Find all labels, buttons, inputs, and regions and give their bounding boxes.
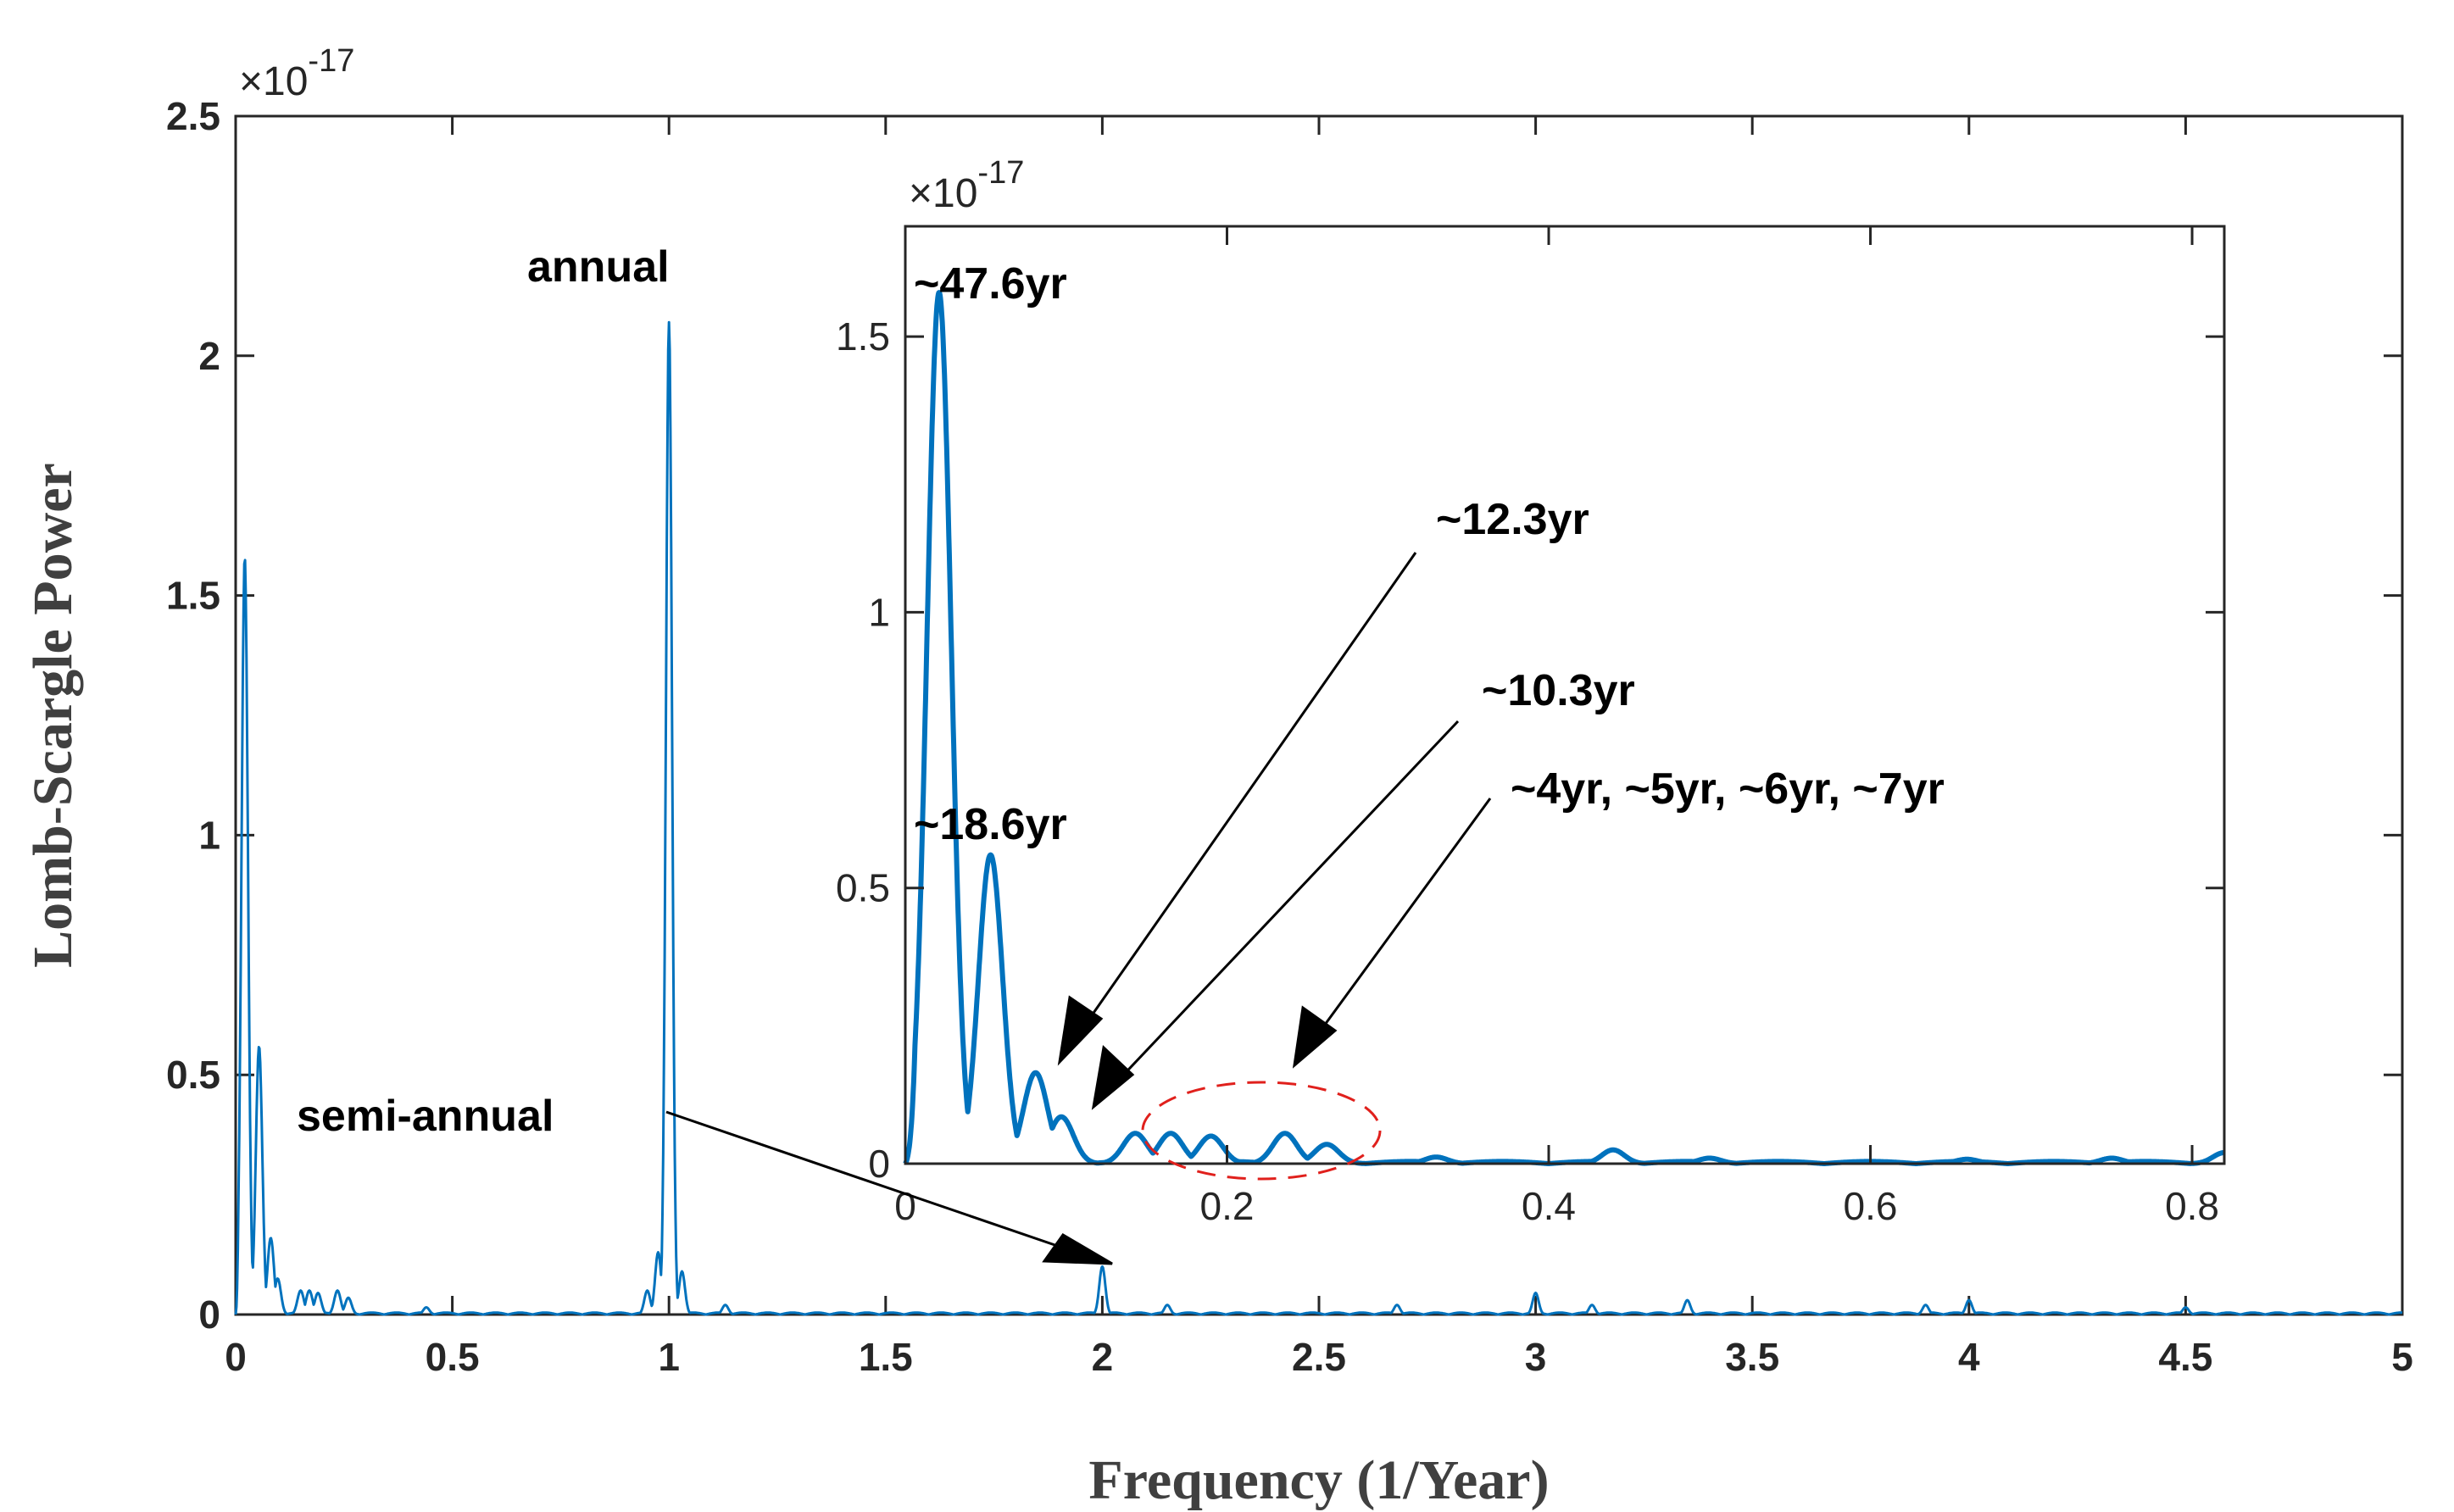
main-x-tick-label: 0.5 [426,1335,480,1379]
main-y-tick-label: 2.5 [166,94,220,138]
inset-x-tick-label: 0.8 [2165,1184,2219,1228]
inset-y-tick-label: 0.5 [836,866,890,910]
inset-x-tick-label: 0.6 [1844,1184,1898,1228]
inset-multiplier-base: ×10 [909,171,977,216]
main-axes: 0 0.5 1 1.5 2 2.5 3 3.5 4 4.5 5 0 0.5 1 1.5 2 2.5 [166,94,2413,1379]
main-multiplier-exp: -17 [308,43,354,79]
x-axis-title: Frequency (1/Year) [1088,1449,1549,1511]
arrow-10yr-head [1091,1044,1135,1110]
inset-multiplier: ×10-17 [909,155,1024,216]
arrow-semi-annual-line [665,1110,1071,1252]
main-x-tick-label: 3.5 [1725,1335,1779,1379]
main-ticks: 0 0.5 1 1.5 2 2.5 3 3.5 4 4.5 5 0 0.5 1 1.5 2 2.5 [166,94,2413,1379]
inset-multiplier-exp: -17 [977,155,1024,191]
arrow-multi-year-line [1314,798,1492,1038]
main-multiplier-base: ×10 [239,59,308,104]
annotation-multi-year: ~4yr, ~5yr, ~6yr, ~7yr [1511,764,1945,814]
main-y-tick-label: 1.5 [166,574,220,618]
main-series [234,320,2403,1316]
highlight-ellipse [1141,1081,1382,1181]
inset-y-tick-label: 1.5 [836,314,890,359]
inset-x-tick-label: 0.2 [1200,1184,1255,1228]
annotation-12yr: ~12.3yr [1436,495,1589,544]
annotation-semi-annual: semi-annual [297,1092,554,1141]
arrow-multi-year-head [1292,1005,1338,1069]
arrow-10yr-line [1116,720,1460,1083]
main-y-tick-label: 0 [198,1292,220,1337]
arrow-12yr-line [1078,552,1417,1033]
main-x-tick-label: 4.5 [2158,1335,2212,1379]
main-x-tick-label: 2 [1092,1335,1114,1379]
inset-axes: 0 0.2 0.4 0.6 0.800.511.5 [836,225,2227,1228]
inset-x-tick-label: 0.4 [1522,1184,1576,1228]
main-y-tick-label: 2 [198,334,220,378]
annotation-annual: annual [527,242,670,292]
inset-plot-frame [904,225,2226,1165]
main-y-tick-label: 1 [198,813,220,857]
main-y-tick-label: 0.5 [166,1053,220,1097]
main-x-tick-label: 0 [225,1335,247,1379]
main-series-line [234,320,2403,1316]
main-multiplier: ×10-17 [239,43,354,104]
inset-plot-bg [905,226,2224,1164]
inset-y-tick-label: 0 [868,1142,890,1186]
main-x-tick-label: 4 [1958,1335,1980,1379]
inset-y-tick-label: 1 [868,590,890,634]
arrow-semi-annual-head [1042,1233,1113,1265]
annotation-10yr: ~10.3yr [1482,666,1635,715]
main-x-tick-label: 5 [2391,1335,2413,1379]
main-x-tick-label: 3 [1525,1335,1547,1379]
main-x-tick-label: 1.5 [859,1335,913,1379]
annotation-18yr: ~18.6yr [914,800,1067,849]
y-axis-title: Lomb-Scargle Power [22,463,84,968]
annotation-47yr: ~47.6yr [914,259,1067,309]
main-x-tick-label: 1 [658,1335,680,1379]
main-x-tick-label: 2.5 [1292,1335,1346,1379]
arrows [665,552,1492,1265]
arrow-12yr-head [1057,995,1104,1066]
